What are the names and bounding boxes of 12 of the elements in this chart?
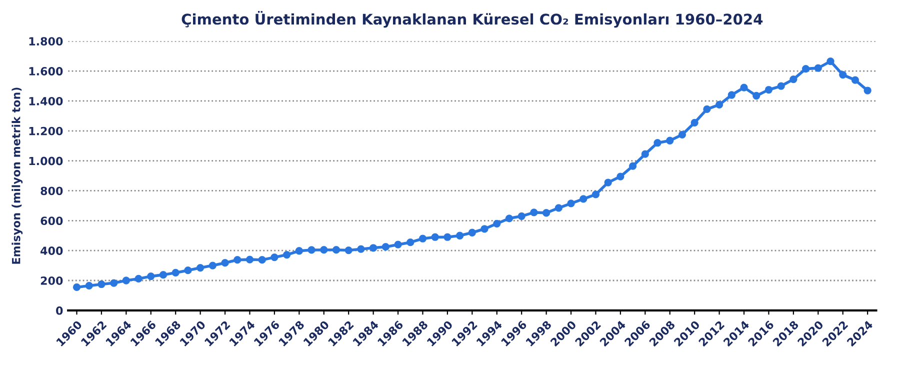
y-tick-label: 1.000 [29,156,63,166]
y-tick-label: 200 [40,276,63,285]
y-axis-title: Emisyon (milyon metrik ton) [12,88,23,264]
y-tick-label: 1.400 [29,96,63,106]
chart-title: Çimento Üretiminden Kaynaklanan Küresel CO₂ Emisyonları 1960–2024 [182,10,763,28]
y-tick-label: 1.600 [29,67,63,76]
y-tick-label: 800 [40,186,63,196]
y-tick-label: 0 [56,306,63,315]
y-tick-label: 1.200 [29,126,63,136]
y-tick-label: 400 [40,246,63,255]
y-tick-label: 1.800 [29,37,63,46]
y-tick-label: 600 [40,216,63,226]
